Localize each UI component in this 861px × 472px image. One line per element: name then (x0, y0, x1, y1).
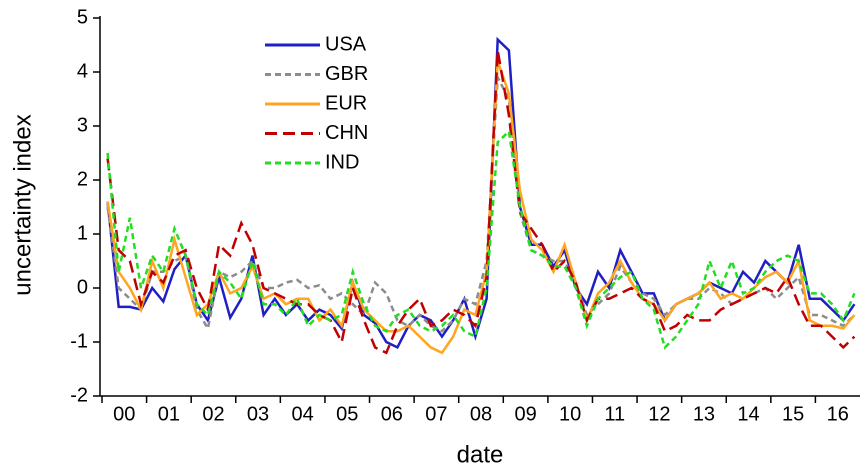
y-tick-label: -2 (70, 384, 88, 406)
legend-label: IND (325, 151, 359, 173)
y-axis-label: uncertainty index (9, 114, 36, 295)
x-axis-label: date (457, 441, 504, 468)
series-line (106, 72, 856, 333)
x-tick-label: 07 (425, 403, 447, 425)
y-tick-label: 5 (77, 6, 88, 28)
x-tick-label: 02 (202, 403, 224, 425)
x-tick-label: 00 (113, 403, 135, 425)
x-tick-label: 05 (336, 403, 358, 425)
x-tick-label: 04 (292, 403, 314, 425)
y-tick-label: 3 (77, 114, 88, 136)
x-tick-label: 08 (470, 403, 492, 425)
y-tick-label: 2 (77, 168, 88, 190)
x-tick-label: 10 (559, 403, 581, 425)
x-tick-label: 13 (693, 403, 715, 425)
y-tick-label: -1 (70, 330, 88, 352)
series-line (106, 60, 856, 355)
x-tick-label: 16 (827, 403, 849, 425)
series-line (106, 50, 856, 355)
legend-label: CHN (325, 122, 368, 144)
x-tick-label: 12 (648, 403, 670, 425)
x-tick-label: 14 (737, 403, 759, 425)
series-line (106, 128, 856, 350)
x-tick-label: 15 (782, 403, 804, 425)
series-line (106, 36, 856, 350)
legend-label: EUR (325, 92, 367, 114)
x-tick-label: 03 (247, 403, 269, 425)
x-tick-label: 09 (514, 403, 536, 425)
y-tick-label: 4 (77, 60, 88, 82)
y-tick-label: 1 (77, 222, 88, 244)
y-tick-label: 0 (77, 276, 88, 298)
x-tick-label: 06 (381, 403, 403, 425)
legend-label: GBR (325, 63, 368, 85)
x-tick-label: 11 (604, 403, 625, 425)
legend-label: USA (325, 33, 367, 55)
x-tick-label: 01 (158, 403, 180, 425)
